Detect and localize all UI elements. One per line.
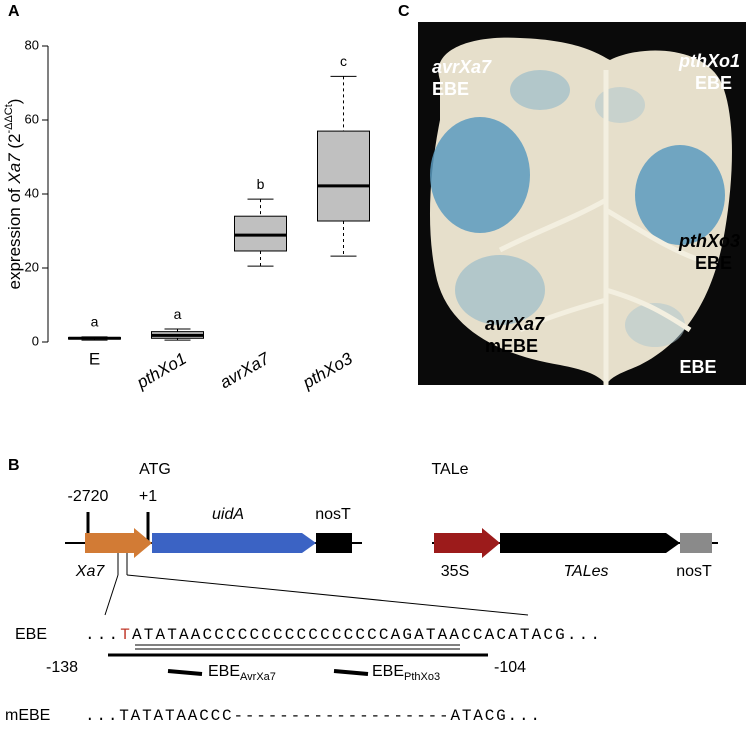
y-axis-title: expression of Xa7 (2-ΔΔCt) (3, 99, 25, 290)
terminator-label: nosT (676, 563, 712, 580)
position-label: -104 (494, 659, 526, 676)
terminator-label: nosT (315, 506, 351, 523)
terminator-box (680, 533, 712, 553)
mutant-base: T (120, 626, 130, 644)
construct-effector (432, 528, 718, 558)
gene-label: TALes (563, 563, 608, 580)
x-tick-label: pthXo1 (133, 349, 190, 393)
y-axis-title-part: (2 (5, 134, 24, 154)
panel-label: B (8, 457, 20, 474)
site-bar (167, 669, 203, 676)
panel-label: A (8, 3, 20, 20)
stain (455, 255, 545, 325)
site-bar (333, 669, 369, 676)
significance-letter: c (340, 53, 347, 69)
sequence: ... T ATATAACCCCCCCCCCCCCCCCAGATAACCACATAC… (85, 626, 600, 644)
photo-label-site: mEBE (485, 336, 538, 356)
stain (595, 87, 645, 123)
significance-letter: a (174, 306, 182, 322)
gene-arrow (500, 533, 680, 553)
y-axis-title-part: -ΔΔCt (3, 104, 15, 133)
stain (510, 70, 570, 110)
photo-label-name: pthXo1 (678, 51, 740, 71)
promoter-arrow (85, 528, 152, 558)
y-tick-label: 20 (25, 259, 39, 274)
sequence-label: EBE (15, 626, 47, 643)
zoom-line (104, 574, 119, 616)
sequence-core: ATATAACCCCCCCCCCCCCCCCAGATAACCACATACG (132, 626, 565, 644)
y-tick-label: 80 (25, 37, 39, 52)
boxplot: 0 20 40 60 80 expression of Xa7 (2-ΔΔCt) Ea pth… (3, 37, 370, 393)
site-label: EBEAvrXa7 (208, 663, 276, 683)
photo-label-site: EBE (695, 253, 732, 273)
position-label: -138 (46, 659, 78, 676)
sequence-label: mEBE (5, 707, 50, 724)
leaf-photo (418, 22, 746, 386)
photo-label-name: avrXa7 (485, 314, 545, 334)
promoter-label: Xa7 (75, 563, 106, 580)
x-tick-label: E (89, 349, 100, 368)
site-base: EBE (208, 663, 240, 680)
photo-label-site: EBE (432, 79, 469, 99)
site-base: EBE (372, 663, 404, 680)
position-label: -2720 (68, 488, 109, 505)
site-sub: PthXo3 (404, 671, 440, 683)
stain (625, 303, 685, 347)
photo-label-site: EBE (679, 357, 716, 377)
leaf-vein (498, 70, 701, 385)
significance-letter: b (257, 176, 265, 192)
gene-label: uidA (212, 506, 244, 523)
y-tick-label: 40 (25, 185, 39, 200)
photo-label-name: avrXa7 (432, 57, 492, 77)
sequence-tail: ... (567, 626, 600, 644)
atg-label: ATG (139, 461, 171, 478)
stain (430, 117, 530, 233)
zoom-line (126, 574, 529, 616)
stain (635, 145, 725, 245)
photo-label-site: EBE (695, 73, 732, 93)
y-axis-title-part: Xa7 (5, 153, 24, 185)
site-label: EBEPthXo3 (372, 663, 440, 683)
construct-title: TALe (431, 461, 468, 478)
terminator-box (316, 533, 352, 553)
x-tick-label: pthXo3 (299, 349, 357, 393)
significance-letter: a (91, 314, 99, 330)
promoter-arrow (434, 528, 500, 558)
panel-label: C (398, 3, 410, 20)
y-axis-title-part: ) (5, 99, 24, 105)
site-sub: AvrXa7 (240, 671, 276, 683)
promoter-label: 35S (441, 563, 469, 580)
photo-label-name: pthXo3 (678, 231, 740, 251)
sequence: ...TATATAACCC-------------------ATACG... (85, 707, 540, 725)
x-tick-label: avrXa7 (217, 349, 274, 393)
gene-arrow (152, 533, 316, 553)
y-tick-label: 60 (25, 111, 39, 126)
box (317, 130, 370, 222)
y-tick-label: 0 (32, 333, 39, 348)
sequence-lead: ... (85, 626, 118, 644)
y-axis-title-part: expression of (5, 184, 24, 290)
position-label: +1 (139, 488, 157, 505)
construct-reporter (65, 512, 529, 616)
